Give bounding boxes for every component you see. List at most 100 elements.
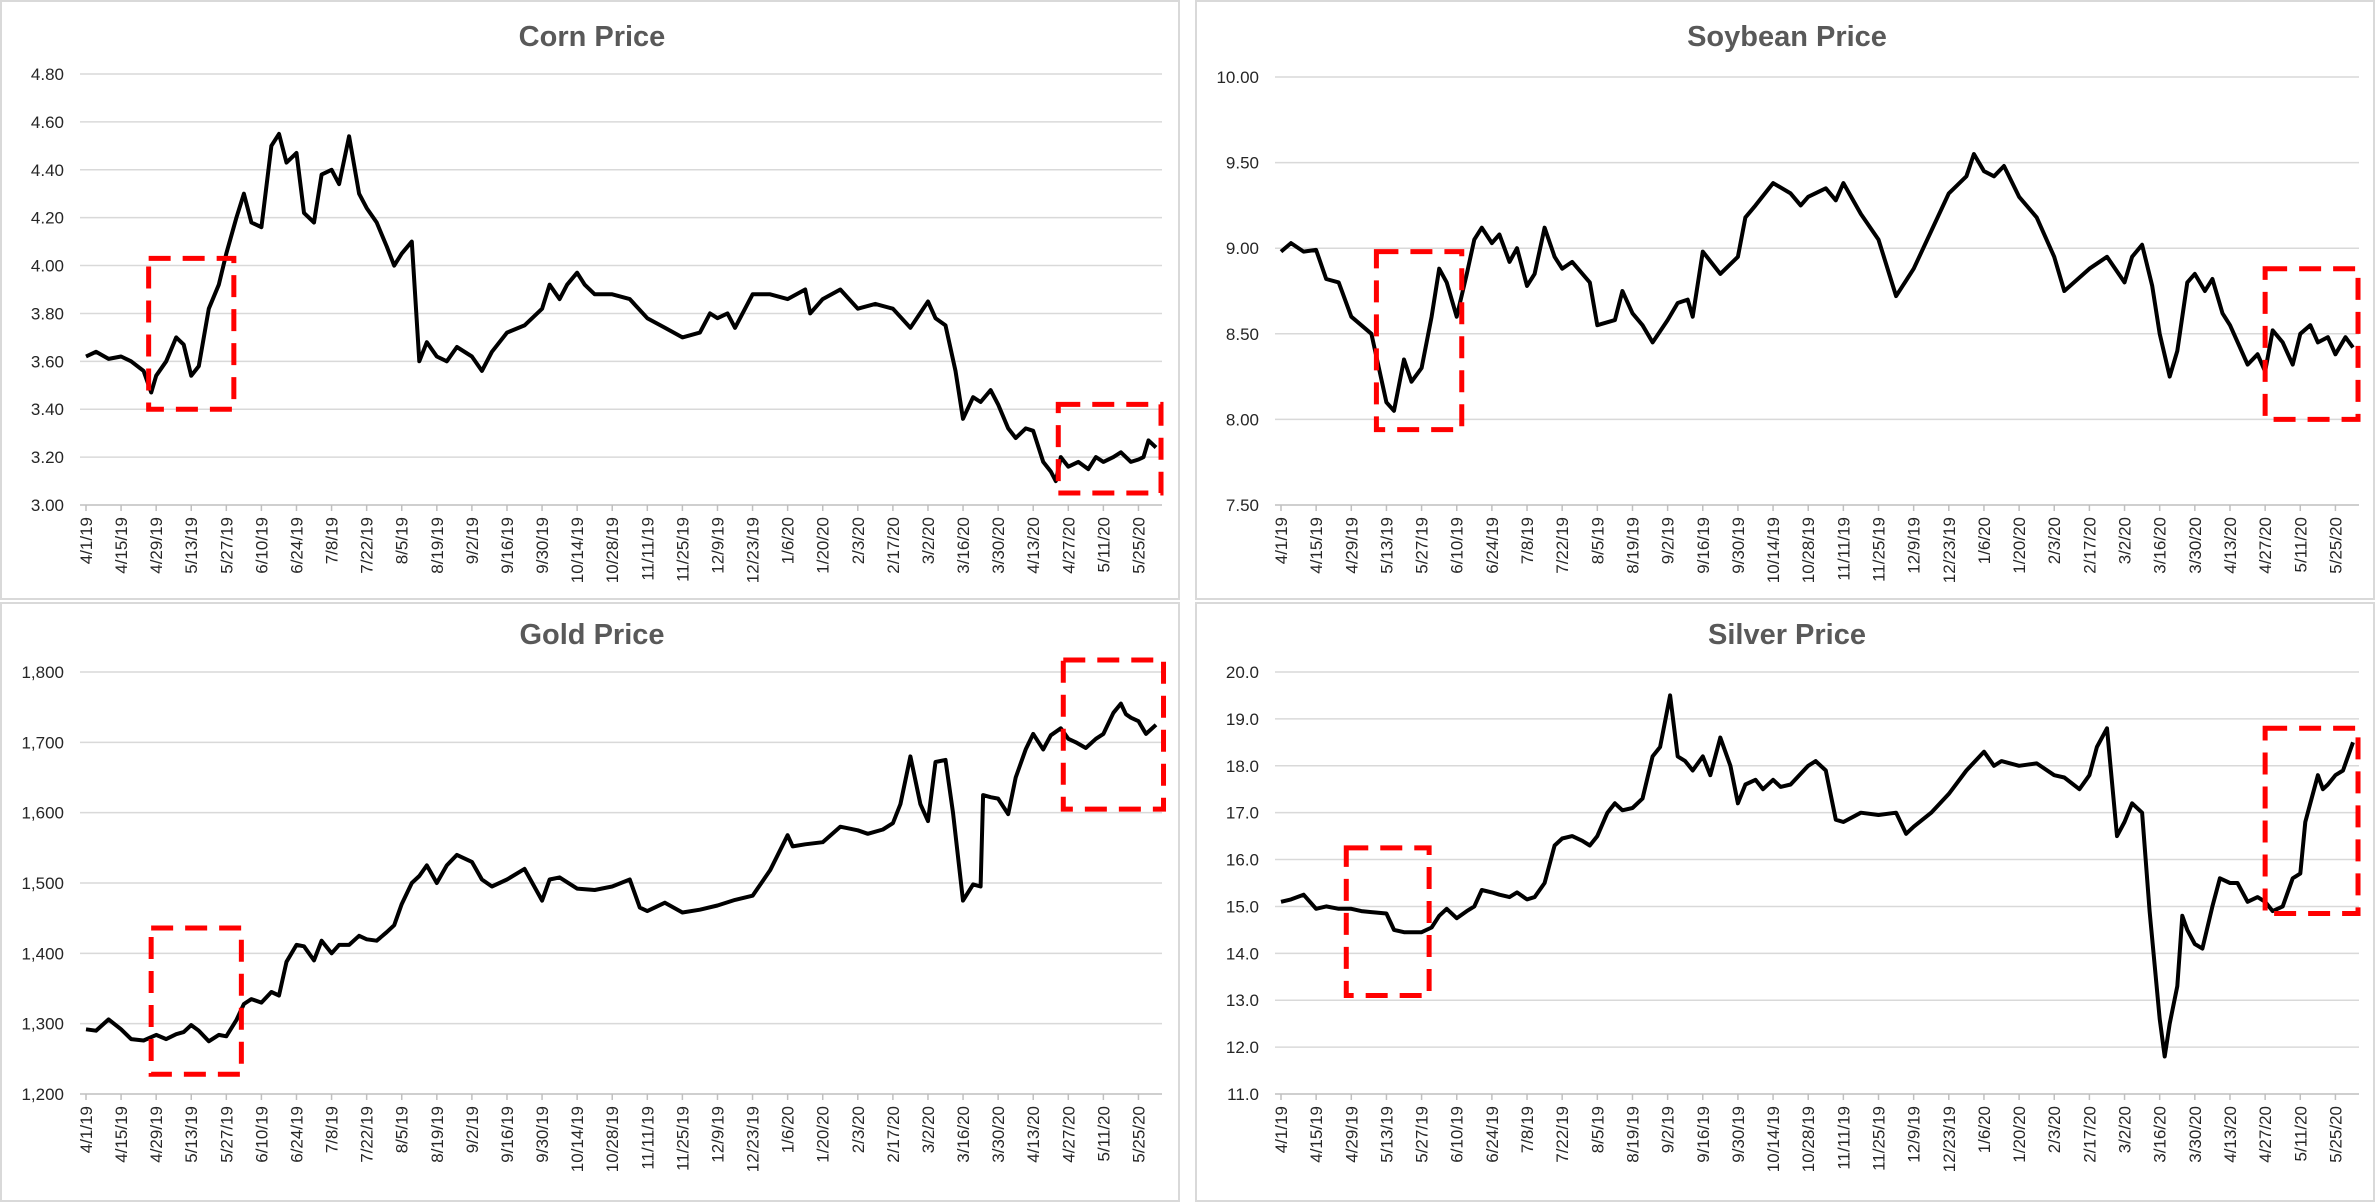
- highlight-box: [1373, 249, 1465, 433]
- y-tick-label: 1,300: [21, 1015, 64, 1034]
- x-tick-label: 3/16/20: [954, 1106, 973, 1163]
- x-tick-label: 3/30/20: [989, 517, 1008, 574]
- x-tick-label: 6/24/19: [287, 517, 306, 574]
- y-tick-label: 1,800: [21, 663, 64, 682]
- x-tick-label: 1/6/20: [1975, 1106, 1994, 1153]
- x-tick-label: 6/24/19: [1483, 1106, 1502, 1163]
- x-tick-label: 9/2/19: [463, 1106, 482, 1153]
- x-tick-label: 4/15/19: [1307, 517, 1326, 574]
- x-tick-label: 2/17/20: [884, 517, 903, 574]
- x-tick-label: 5/27/19: [1413, 1106, 1432, 1163]
- x-tick-label: 4/13/20: [2221, 1106, 2240, 1163]
- x-tick-label: 9/2/19: [1659, 517, 1678, 564]
- x-tick-label: 2/17/20: [2080, 517, 2099, 574]
- x-tick-label: 3/2/20: [2116, 517, 2135, 564]
- gold-price-chart: Gold Price 1,200 1,300 1,400 1,500 1,600 1,70…: [0, 602, 1180, 1202]
- x-tick-label: 3/16/20: [2151, 1106, 2170, 1163]
- chart-title: Silver Price: [1708, 619, 1866, 651]
- x-tick-label: 2/17/20: [2080, 1106, 2099, 1163]
- x-tick-label: 4/27/20: [2256, 1106, 2275, 1163]
- x-tick-label: 5/11/20: [2291, 1106, 2310, 1161]
- x-tick-label: 5/25/20: [2326, 1106, 2345, 1163]
- y-tick-label: 1,600: [21, 804, 64, 823]
- x-tick-label: 2/3/20: [2045, 1106, 2064, 1153]
- y-tick-label: 20.0: [1226, 663, 1259, 682]
- x-tick-label: 8/5/19: [393, 517, 412, 564]
- x-tick-label: 4/27/20: [1059, 1106, 1078, 1163]
- x-tick-label: 9/2/19: [1659, 1106, 1678, 1153]
- y-tick-label: 4.80: [31, 65, 64, 84]
- x-tick-label: 4/13/20: [1024, 517, 1043, 574]
- y-tick-label: 19.0: [1226, 710, 1259, 729]
- x-tick-label: 6/10/19: [252, 517, 271, 574]
- silver-price-chart: Silver Price 11.0 12.0 13.0 14.0 15.0 16.0 17.…: [1195, 602, 2375, 1202]
- x-tick-label: 4/29/19: [147, 1106, 166, 1163]
- x-tick-label: 3/2/20: [919, 517, 938, 564]
- x-tick-label: 1/20/20: [814, 1106, 833, 1163]
- x-tick-label: 5/11/20: [2291, 517, 2310, 572]
- x-tick-label: 4/1/19: [1272, 517, 1291, 564]
- x-tick-label: 4/29/19: [1342, 1106, 1361, 1163]
- x-tick-label: 10/14/19: [568, 1106, 587, 1172]
- y-tick-label: 1,400: [21, 944, 64, 963]
- x-tick-label: 3/30/20: [989, 1106, 1008, 1163]
- x-tick-label: 5/25/20: [1129, 517, 1148, 574]
- x-tick-label: 12/23/19: [744, 1106, 763, 1172]
- x-tick-label: 12/9/19: [708, 1106, 727, 1163]
- y-tick-label: 3.00: [31, 496, 64, 515]
- y-tick-label: 1,200: [21, 1085, 64, 1104]
- y-tick-label: 3.40: [31, 400, 64, 419]
- x-tick-label: 9/16/19: [1694, 1106, 1713, 1163]
- x-tick-label: 4/1/19: [77, 517, 96, 564]
- y-tick-label: 1,700: [21, 733, 64, 752]
- x-tick-label: 8/19/19: [1623, 1106, 1642, 1163]
- x-tick-label: 6/24/19: [287, 1106, 306, 1163]
- y-tick-label: 4.20: [31, 209, 64, 228]
- x-tick-label: 5/25/20: [2326, 517, 2345, 574]
- y-tick-label: 13.0: [1226, 991, 1259, 1010]
- x-tick-label: 3/30/20: [2186, 517, 2205, 574]
- x-tick-label: 1/20/20: [2010, 517, 2029, 574]
- x-tick-label: 12/9/19: [1905, 517, 1924, 574]
- x-tick-label: 5/27/19: [217, 1106, 236, 1163]
- x-tick-label: 6/10/19: [252, 1106, 271, 1163]
- x-tick-label: 8/5/19: [1588, 1106, 1607, 1153]
- price-line: [85, 701, 1158, 1044]
- x-tick-label: 8/19/19: [1623, 517, 1642, 574]
- highlight-box: [1055, 401, 1164, 496]
- highlight-box: [1060, 657, 1167, 812]
- soybean-price-plot: Soybean Price 7.50 8.00 8.50 9.00 9.50 10.00 4…: [1216, 21, 2361, 583]
- x-tick-label: 7/8/19: [1518, 1106, 1537, 1153]
- x-tick-label: 12/23/19: [1940, 517, 1959, 583]
- x-tick-label: 11/11/19: [1834, 517, 1853, 581]
- x-tick-label: 4/15/19: [112, 517, 131, 574]
- x-tick-label: 4/27/20: [2256, 517, 2275, 574]
- chart-title: Corn Price: [519, 21, 666, 53]
- x-tick-label: 3/2/20: [919, 1106, 938, 1153]
- y-tick-label: 1,500: [21, 874, 64, 893]
- x-tick-label: 8/19/19: [428, 517, 447, 574]
- x-tick-label: 1/20/20: [2010, 1106, 2029, 1163]
- y-tick-label: 12.0: [1226, 1038, 1259, 1057]
- x-tick-label: 1/6/20: [779, 517, 798, 564]
- x-tick-label: 5/13/19: [182, 1106, 201, 1163]
- x-tick-label: 11/11/19: [1834, 1106, 1853, 1170]
- x-tick-label: 10/28/19: [1799, 1106, 1818, 1172]
- x-tick-label: 9/30/19: [533, 1106, 552, 1163]
- x-tick-label: 5/11/20: [1094, 1106, 1113, 1161]
- y-tick-label: 10.00: [1216, 68, 1259, 87]
- price-line: [85, 131, 1158, 484]
- y-tick-label: 3.80: [31, 304, 64, 323]
- x-tick-label: 8/5/19: [1588, 517, 1607, 564]
- x-tick-label: 7/22/19: [1553, 517, 1572, 574]
- x-tick-label: 7/22/19: [358, 1106, 377, 1163]
- x-tick-label: 4/13/20: [2221, 517, 2240, 574]
- x-tick-label: 10/28/19: [603, 517, 622, 583]
- x-tick-label: 12/9/19: [1905, 1106, 1924, 1163]
- y-tick-label: 17.0: [1226, 804, 1259, 823]
- x-tick-label: 2/3/20: [2045, 517, 2064, 564]
- x-tick-label: 5/13/19: [1377, 1106, 1396, 1163]
- x-tick-label: 11/25/19: [673, 1106, 692, 1171]
- x-tick-label: 7/8/19: [323, 1106, 342, 1153]
- x-tick-label: 6/10/19: [1448, 517, 1467, 574]
